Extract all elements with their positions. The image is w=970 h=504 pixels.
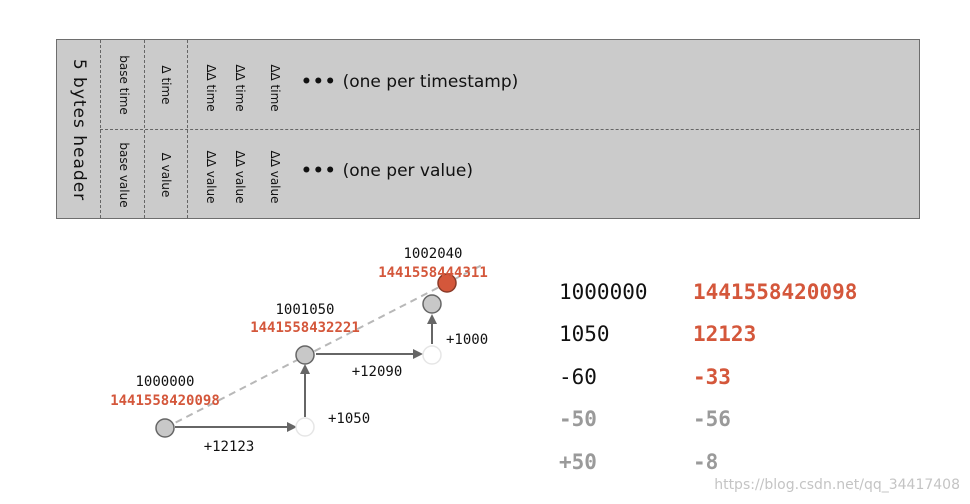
step-label: +12090 — [352, 364, 403, 380]
data-point-node — [422, 294, 442, 314]
encoded-value-cell: 1050 — [559, 322, 610, 346]
step-label: +1050 — [328, 411, 370, 427]
more-values-text: (one per value) — [342, 161, 473, 181]
node-timestamp-label: 1441558444311 — [378, 265, 488, 281]
node-timestamp-label: 1441558420098 — [110, 393, 220, 409]
node-value-label: 1002040 — [403, 246, 462, 262]
intermediate-node — [295, 417, 315, 437]
data-point-node — [155, 418, 175, 438]
ellipsis-dots: ••• — [301, 72, 337, 92]
intermediate-node — [422, 345, 442, 365]
latest-point-node — [437, 273, 457, 293]
encoded-time-cell: -56 — [693, 407, 731, 431]
encoded-value-cell: 1000000 — [559, 280, 648, 304]
more-timestamps-label: ••• (one per timestamp) — [301, 72, 518, 92]
encoded-value-cell: +50 — [559, 450, 597, 474]
row-divider — [100, 129, 919, 130]
more-timestamps-text: (one per timestamp) — [342, 72, 519, 92]
encoded-time-cell: -8 — [693, 450, 719, 474]
ellipsis-dots: ••• — [301, 161, 337, 181]
encoded-value-cell: -50 — [559, 407, 597, 431]
node-timestamp-label: 1441558432221 — [250, 320, 360, 336]
encoded-time-cell: -33 — [693, 365, 731, 389]
encoded-time-cell: 1441558420098 — [693, 280, 858, 304]
encoding-block: 5 bytes header base time Δ time ΔΔ time … — [56, 39, 920, 219]
encoded-time-cell: 12123 — [693, 322, 757, 346]
more-values-label: ••• (one per value) — [301, 161, 473, 181]
column-divider — [100, 40, 101, 218]
step-label: +12123 — [204, 439, 255, 455]
node-value-label: 1001050 — [275, 302, 334, 318]
data-point-node — [295, 345, 315, 365]
encoded-value-cell: -60 — [559, 365, 597, 389]
node-value-label: 1000000 — [135, 374, 194, 390]
step-label: +1000 — [446, 332, 488, 348]
column-divider — [144, 40, 145, 218]
column-divider — [187, 40, 188, 218]
watermark: https://blog.csdn.net/qq_34417408 — [714, 477, 960, 493]
